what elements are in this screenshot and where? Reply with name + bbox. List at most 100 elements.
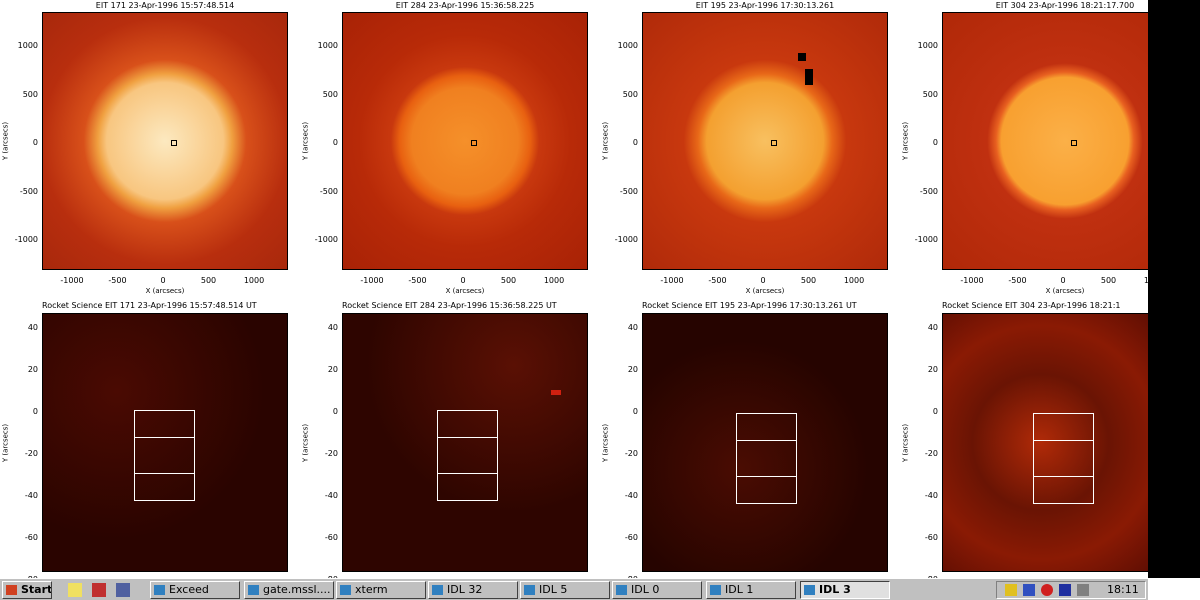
system-tray: 18:11 <box>996 581 1146 599</box>
region-box <box>134 410 195 501</box>
task-button[interactable]: IDL 32 <box>428 581 518 599</box>
task-icon <box>432 585 443 595</box>
y-tick-label: 1000 <box>17 41 38 50</box>
y-tick-label: 0 <box>632 407 638 416</box>
task-button[interactable]: IDL 3 <box>800 581 890 599</box>
black-strip <box>1148 0 1200 578</box>
y-axis-label: Y (arcsecs) <box>601 121 610 161</box>
x-tick-label: 1000 <box>843 276 865 285</box>
y-tick-label: -20 <box>924 449 938 458</box>
task-button[interactable]: xterm <box>336 581 426 599</box>
tray-icon[interactable] <box>1077 584 1089 596</box>
panel-title: Rocket Science EIT 171 23-Apr-1996 15:57… <box>42 301 257 310</box>
zoom-image <box>342 313 588 572</box>
sun-image <box>642 12 888 270</box>
x-tick-label: 0 <box>1060 276 1066 285</box>
y-tick-label: -1000 <box>614 235 638 244</box>
task-icon <box>616 585 627 595</box>
x-tick-label: 1000 <box>1143 276 1148 285</box>
y-tick-label: 1000 <box>917 41 938 50</box>
y-axis-label: Y (arcsecs) <box>1 423 10 462</box>
y-tick-label: -40 <box>24 491 38 500</box>
x-tick-label: 1000 <box>243 276 265 285</box>
x-tick-label: -500 <box>1008 276 1027 285</box>
panel-title: EIT 304 23-Apr-1996 18:21:17.700 <box>995 1 1135 10</box>
x-tick-label: 500 <box>500 276 517 285</box>
task-button[interactable]: Exceed <box>150 581 240 599</box>
y-tick-label: 0 <box>932 407 938 416</box>
y-axis-label: Y (arcsecs) <box>901 423 910 462</box>
region-line <box>437 437 498 438</box>
task-icon <box>804 585 815 595</box>
y-tick-label: -80 <box>325 575 338 578</box>
y-tick-label: 500 <box>322 89 338 99</box>
task-label: IDL 32 <box>447 583 483 596</box>
task-icon <box>524 585 535 595</box>
tray-icon[interactable] <box>1023 584 1035 596</box>
tray-icon[interactable] <box>1059 584 1071 596</box>
y-tick-label: -500 <box>319 186 338 196</box>
x-axis-label: X (arcsecs) <box>745 287 785 295</box>
y-tick-label: -60 <box>924 533 938 542</box>
region-line <box>1033 440 1094 441</box>
y-tick-label: 20 <box>927 365 938 374</box>
panel-title: EIT 195 23-Apr-1996 17:30:13.261 <box>695 1 835 10</box>
y-tick-label: -80 <box>25 575 38 578</box>
zoom-image <box>942 313 1148 572</box>
task-icon <box>248 585 259 595</box>
center-marker <box>171 140 177 146</box>
quicklaunch-icon[interactable] <box>116 583 130 597</box>
task-label: IDL 0 <box>631 583 660 596</box>
region-line <box>1033 476 1094 477</box>
task-label: Exceed <box>169 583 209 596</box>
y-tick-label: 0 <box>332 138 338 147</box>
x-axis-label: X (arcsecs) <box>1045 287 1085 295</box>
task-icon <box>340 585 351 595</box>
y-tick-label: 0 <box>632 138 638 147</box>
quicklaunch-icon[interactable] <box>92 583 106 597</box>
y-tick-label: -20 <box>324 449 338 458</box>
y-tick-label: -60 <box>24 533 38 542</box>
taskbar: Start 18:11 Exceed gate.mssl.... xterm IDL … <box>0 578 1148 600</box>
x-axis-label: X (arcsecs) <box>145 287 185 295</box>
quicklaunch-icon[interactable] <box>68 583 82 597</box>
start-button[interactable]: Start <box>2 581 52 599</box>
x-tick-label: -1000 <box>60 276 84 285</box>
region-line <box>736 440 797 441</box>
y-tick-label: -500 <box>919 186 938 196</box>
y-tick-label: 40 <box>927 323 938 332</box>
x-tick-label: 1000 <box>543 276 565 285</box>
x-tick-label: 500 <box>200 276 217 285</box>
y-axis-label: Y (arcsecs) <box>301 423 310 462</box>
sun-image <box>342 12 588 270</box>
y-tick-label: -40 <box>324 491 338 500</box>
task-button[interactable]: IDL 0 <box>612 581 702 599</box>
tray-icon[interactable] <box>1005 584 1017 596</box>
x-tick-label: -500 <box>408 276 427 285</box>
panel-title: EIT 284 23-Apr-1996 15:36:58.225 <box>395 1 535 10</box>
sun-image <box>942 12 1148 270</box>
y-tick-label: 20 <box>327 365 338 374</box>
y-tick-label: -500 <box>19 186 38 196</box>
x-tick-label: -500 <box>708 276 727 285</box>
region-line <box>134 473 195 474</box>
y-tick-label: 0 <box>332 407 338 416</box>
tray-icon[interactable] <box>1041 584 1053 596</box>
region-line <box>134 437 195 438</box>
y-tick-label: 500 <box>22 89 38 99</box>
y-tick-label: -1000 <box>914 235 938 244</box>
missing-block <box>805 69 813 85</box>
zoom-image <box>642 313 888 572</box>
task-button[interactable]: gate.mssl.... <box>244 581 334 599</box>
y-tick-label: 500 <box>922 89 938 99</box>
y-tick-label: -1000 <box>14 235 38 244</box>
y-axis-label: Y (arcsecs) <box>601 423 610 462</box>
zoom-image <box>42 313 288 572</box>
task-button[interactable]: IDL 1 <box>706 581 796 599</box>
task-label: gate.mssl.... <box>263 583 331 596</box>
task-icon <box>710 585 721 595</box>
x-tick-label: -500 <box>108 276 127 285</box>
x-tick-label: 500 <box>1100 276 1117 285</box>
task-button[interactable]: IDL 5 <box>520 581 610 599</box>
